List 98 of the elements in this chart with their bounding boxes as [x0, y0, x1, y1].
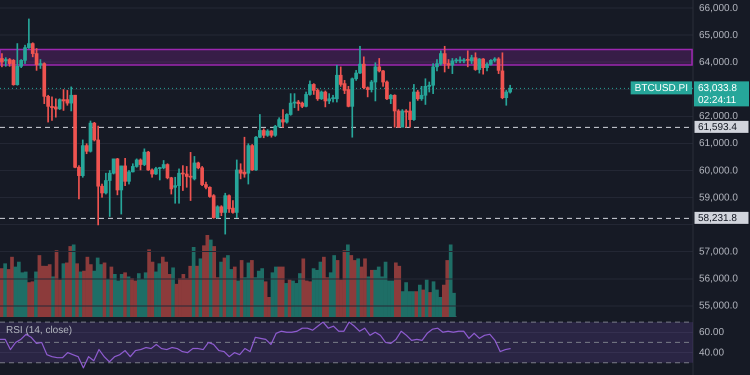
candlestick — [188, 152, 192, 201]
bar — [136, 273, 141, 317]
y-tick-label: 65,000.0 — [699, 30, 738, 41]
bar — [397, 266, 402, 317]
candlestick — [458, 56, 462, 64]
bar — [342, 250, 346, 317]
bar — [349, 255, 354, 317]
bar — [195, 266, 199, 317]
bar — [448, 244, 453, 317]
bar — [188, 266, 192, 317]
bar — [322, 256, 326, 317]
bar — [102, 262, 106, 317]
bar — [130, 278, 134, 317]
bar — [62, 263, 66, 317]
annotation: BTCUSD.PI — [634, 83, 688, 94]
bar — [212, 246, 216, 317]
bar — [206, 235, 210, 317]
bar — [54, 250, 58, 317]
y-tick-label: 60.00 — [699, 327, 724, 338]
bar — [370, 270, 374, 317]
text: 02:24:11 — [698, 95, 737, 106]
bar — [332, 255, 336, 317]
bar — [144, 272, 148, 317]
bar — [48, 264, 52, 317]
bar — [0, 268, 4, 317]
bar — [318, 262, 322, 317]
bar — [363, 258, 367, 317]
candlestick — [38, 59, 42, 69]
bar — [373, 270, 378, 317]
candlestick — [242, 136, 246, 178]
bar — [421, 290, 426, 317]
bar — [445, 260, 450, 317]
y-tick-label: 59,000.0 — [699, 192, 738, 204]
ref-line-label: 61,593.4 — [698, 122, 738, 134]
bar — [376, 266, 381, 317]
bar — [68, 246, 72, 317]
bar — [112, 274, 117, 317]
bar — [10, 256, 14, 317]
bar — [219, 262, 223, 317]
bar — [44, 266, 48, 317]
bar — [260, 268, 264, 317]
bar — [160, 256, 165, 317]
text: RSI (14, close) — [6, 324, 72, 336]
bar — [256, 270, 261, 317]
y-tick-label: 61,000.0 — [699, 138, 738, 150]
bar — [24, 272, 28, 317]
bar — [424, 280, 429, 317]
bar — [38, 255, 42, 317]
bar — [78, 272, 82, 317]
bar — [284, 283, 288, 317]
bar — [226, 255, 230, 317]
bar — [208, 240, 213, 317]
bar — [106, 278, 110, 317]
y-tick-label: 64,000.0 — [699, 56, 738, 68]
bar — [277, 266, 282, 317]
y-tick-label: 40.00 — [699, 347, 724, 358]
bar — [346, 244, 350, 317]
bar — [301, 258, 306, 317]
bar — [280, 266, 285, 317]
bar — [414, 291, 418, 317]
bar — [274, 266, 278, 317]
bar — [384, 262, 388, 317]
y-tick-label: 60,000.0 — [699, 165, 738, 176]
y-tick-label: 55,000.0 — [699, 300, 738, 312]
candlestick — [62, 89, 66, 111]
ref-line-label: 63,033.8 — [698, 83, 738, 94]
bar — [30, 281, 34, 317]
bar — [34, 272, 38, 317]
bar — [411, 291, 415, 317]
bar — [232, 266, 237, 317]
bar — [96, 258, 100, 317]
candlestick — [281, 109, 285, 128]
bar — [390, 280, 394, 317]
bar — [134, 280, 138, 317]
bar — [126, 276, 130, 317]
bar — [171, 267, 175, 317]
bar — [246, 262, 250, 317]
bar — [418, 284, 422, 317]
bar — [308, 281, 312, 317]
bar — [110, 266, 114, 317]
bar — [291, 280, 295, 317]
y-tick-label: 66,000.0 — [699, 2, 738, 14]
bar — [236, 280, 240, 317]
ref-line-label: 58,231.8 — [698, 213, 738, 224]
bar — [432, 281, 436, 317]
candlestick — [50, 96, 54, 121]
bar — [298, 273, 302, 317]
bar — [72, 244, 76, 317]
bar — [158, 263, 162, 317]
bar — [366, 276, 370, 317]
y-tick-label: 56,000.0 — [699, 274, 738, 285]
y-tick-label: 62,000.0 — [699, 111, 738, 122]
bar — [250, 260, 254, 317]
bar — [198, 258, 202, 317]
bar — [394, 262, 398, 317]
y-tick-label: 57,000.0 — [699, 246, 738, 258]
bar — [120, 274, 124, 317]
bar — [222, 258, 226, 317]
